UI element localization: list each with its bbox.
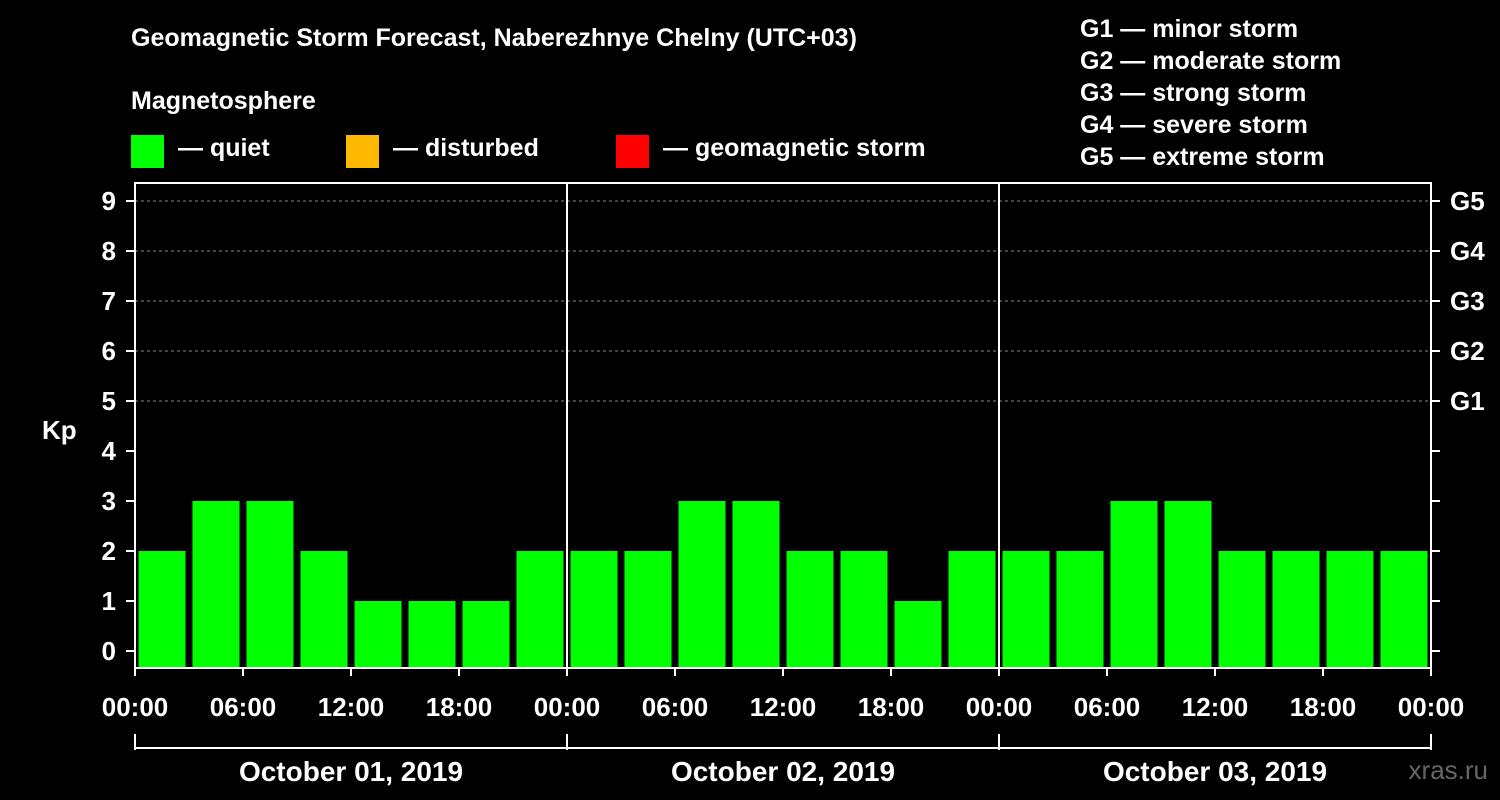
storm-level-tick-label: G1 [1450, 386, 1485, 416]
storm-level-tick-label: G2 [1450, 336, 1485, 366]
legend-label-storm: — geomagnetic storm [663, 134, 926, 162]
kp-bar [516, 551, 564, 668]
kp-bar [1056, 551, 1104, 668]
kp-bar [354, 601, 402, 668]
kp-bar [732, 501, 780, 668]
legend-label-disturbed: — disturbed [393, 134, 539, 162]
date-label: October 02, 2019 [671, 756, 895, 787]
y-tick-label: 8 [102, 236, 116, 266]
kp-bar [462, 601, 510, 668]
x-tick-label: 06:00 [642, 692, 709, 722]
storm-level-g1: G1 — minor storm [1080, 15, 1299, 43]
y-tick-label: 1 [102, 586, 116, 616]
y-tick-label: 6 [102, 336, 116, 366]
y-tick-label: 7 [102, 286, 116, 316]
y-tick-label: 5 [102, 386, 116, 416]
kp-bar [678, 501, 726, 668]
y-tick-label: 9 [102, 186, 116, 216]
date-label: October 03, 2019 [1103, 756, 1327, 787]
kp-bar [948, 551, 996, 668]
x-tick-label: 06:00 [1074, 692, 1141, 722]
kp-bar [1218, 551, 1266, 668]
legend-swatch-quiet [131, 135, 164, 168]
x-tick-label: 18:00 [858, 692, 925, 722]
kp-bar [138, 551, 186, 668]
kp-bar [246, 501, 294, 668]
y-axis-label: Kp [42, 415, 77, 445]
kp-bar [408, 601, 456, 668]
x-tick-label: 18:00 [426, 692, 493, 722]
kp-bar [1326, 551, 1374, 668]
x-tick-label: 00:00 [102, 692, 169, 722]
watermark: xras.ru [1408, 755, 1488, 785]
storm-level-tick-label: G5 [1450, 186, 1485, 216]
y-tick-label: 2 [102, 536, 116, 566]
kp-bar [300, 551, 348, 668]
storm-level-g4: G4 — severe storm [1080, 111, 1308, 139]
legend-swatch-storm [616, 135, 649, 168]
kp-bar [840, 551, 888, 668]
x-tick-label: 06:00 [210, 692, 277, 722]
x-tick-label: 00:00 [534, 692, 601, 722]
storm-level-tick-label: G4 [1450, 236, 1485, 266]
y-tick-label: 4 [102, 436, 117, 466]
x-tick-label: 12:00 [750, 692, 817, 722]
storm-level-tick-label: G3 [1450, 286, 1485, 316]
kp-bar [894, 601, 942, 668]
kp-bar [1380, 551, 1428, 668]
kp-bar [1002, 551, 1050, 668]
kp-bar [786, 551, 834, 668]
y-tick-label: 3 [102, 486, 116, 516]
kp-bar [1272, 551, 1320, 668]
kp-bar [1164, 501, 1212, 668]
chart-title: Geomagnetic Storm Forecast, Naberezhnye … [131, 24, 857, 52]
date-label: October 01, 2019 [239, 756, 463, 787]
x-tick-label: 00:00 [966, 692, 1033, 722]
x-tick-label: 18:00 [1290, 692, 1357, 722]
storm-level-g3: G3 — strong storm [1080, 79, 1307, 107]
storm-level-g2: G2 — moderate storm [1080, 47, 1342, 75]
legend-heading: Magnetosphere [131, 87, 316, 115]
legend-swatch-disturbed [346, 135, 379, 168]
x-tick-label: 12:00 [318, 692, 385, 722]
kp-bar [192, 501, 240, 668]
kp-bar [624, 551, 672, 668]
x-tick-label: 12:00 [1182, 692, 1249, 722]
storm-level-g5: G5 — extreme storm [1080, 143, 1325, 171]
y-tick-label: 0 [102, 636, 116, 666]
kp-bar [1110, 501, 1158, 668]
kp-bar [570, 551, 618, 668]
x-tick-label: 00:00 [1398, 692, 1465, 722]
legend-label-quiet: — quiet [178, 134, 270, 162]
